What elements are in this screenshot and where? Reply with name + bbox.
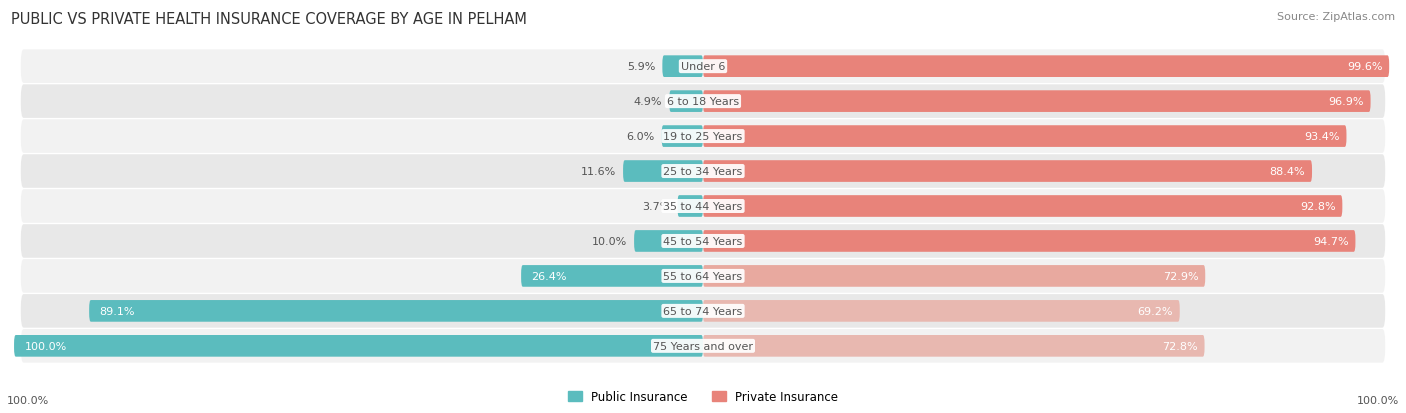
Text: 26.4%: 26.4%: [531, 271, 567, 281]
Text: 99.6%: 99.6%: [1347, 62, 1382, 72]
Text: 65 to 74 Years: 65 to 74 Years: [664, 306, 742, 316]
Text: 100.0%: 100.0%: [24, 341, 66, 351]
Text: 92.8%: 92.8%: [1299, 202, 1336, 211]
FancyBboxPatch shape: [703, 300, 1180, 322]
FancyBboxPatch shape: [703, 266, 1205, 287]
Text: PUBLIC VS PRIVATE HEALTH INSURANCE COVERAGE BY AGE IN PELHAM: PUBLIC VS PRIVATE HEALTH INSURANCE COVER…: [11, 12, 527, 27]
FancyBboxPatch shape: [21, 259, 1385, 293]
Text: 55 to 64 Years: 55 to 64 Years: [664, 271, 742, 281]
Text: 100.0%: 100.0%: [7, 395, 49, 405]
FancyBboxPatch shape: [21, 294, 1385, 328]
FancyBboxPatch shape: [703, 196, 1343, 217]
FancyBboxPatch shape: [662, 56, 703, 78]
FancyBboxPatch shape: [634, 230, 703, 252]
FancyBboxPatch shape: [703, 335, 1205, 357]
FancyBboxPatch shape: [623, 161, 703, 183]
FancyBboxPatch shape: [89, 300, 703, 322]
FancyBboxPatch shape: [703, 161, 1312, 183]
FancyBboxPatch shape: [21, 225, 1385, 258]
Text: 93.4%: 93.4%: [1305, 132, 1340, 142]
Text: 100.0%: 100.0%: [1357, 395, 1399, 405]
Text: Under 6: Under 6: [681, 62, 725, 72]
Text: 5.9%: 5.9%: [627, 62, 655, 72]
FancyBboxPatch shape: [703, 230, 1355, 252]
Text: 94.7%: 94.7%: [1313, 236, 1348, 247]
FancyBboxPatch shape: [703, 56, 1389, 78]
Legend: Public Insurance, Private Insurance: Public Insurance, Private Insurance: [564, 385, 842, 408]
Text: 6 to 18 Years: 6 to 18 Years: [666, 97, 740, 107]
FancyBboxPatch shape: [703, 126, 1347, 147]
Text: 96.9%: 96.9%: [1329, 97, 1364, 107]
FancyBboxPatch shape: [678, 196, 703, 217]
FancyBboxPatch shape: [703, 91, 1371, 113]
Text: 89.1%: 89.1%: [100, 306, 135, 316]
FancyBboxPatch shape: [21, 50, 1385, 84]
FancyBboxPatch shape: [522, 266, 703, 287]
Text: 35 to 44 Years: 35 to 44 Years: [664, 202, 742, 211]
Text: 10.0%: 10.0%: [592, 236, 627, 247]
Text: 19 to 25 Years: 19 to 25 Years: [664, 132, 742, 142]
FancyBboxPatch shape: [21, 190, 1385, 223]
FancyBboxPatch shape: [14, 335, 703, 357]
FancyBboxPatch shape: [21, 120, 1385, 154]
FancyBboxPatch shape: [662, 126, 703, 147]
Text: 69.2%: 69.2%: [1137, 306, 1173, 316]
Text: 88.4%: 88.4%: [1270, 166, 1305, 177]
Text: 75 Years and over: 75 Years and over: [652, 341, 754, 351]
Text: 3.7%: 3.7%: [643, 202, 671, 211]
Text: Source: ZipAtlas.com: Source: ZipAtlas.com: [1277, 12, 1395, 22]
FancyBboxPatch shape: [21, 329, 1385, 363]
FancyBboxPatch shape: [21, 155, 1385, 188]
Text: 4.9%: 4.9%: [634, 97, 662, 107]
FancyBboxPatch shape: [669, 91, 703, 113]
Text: 25 to 34 Years: 25 to 34 Years: [664, 166, 742, 177]
Text: 45 to 54 Years: 45 to 54 Years: [664, 236, 742, 247]
Text: 72.8%: 72.8%: [1161, 341, 1198, 351]
Text: 11.6%: 11.6%: [581, 166, 616, 177]
Text: 72.9%: 72.9%: [1163, 271, 1198, 281]
Text: 6.0%: 6.0%: [627, 132, 655, 142]
FancyBboxPatch shape: [21, 85, 1385, 119]
